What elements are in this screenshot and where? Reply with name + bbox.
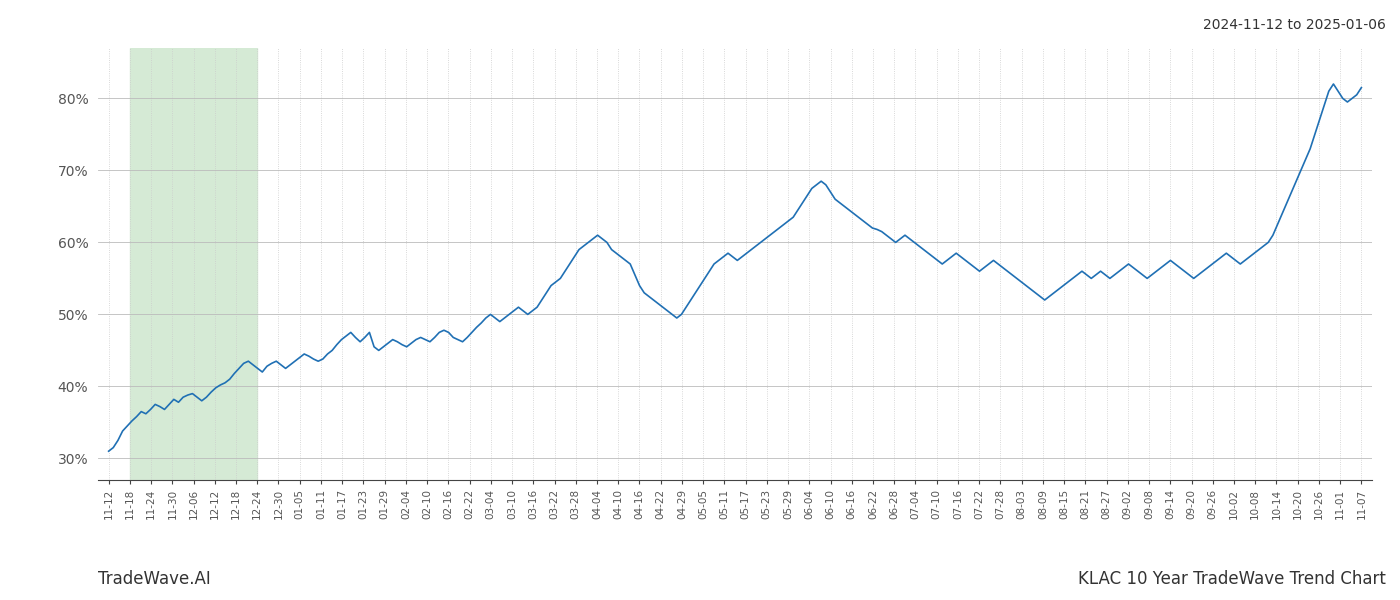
Text: KLAC 10 Year TradeWave Trend Chart: KLAC 10 Year TradeWave Trend Chart xyxy=(1078,570,1386,588)
Bar xyxy=(130,48,258,480)
Text: TradeWave.AI: TradeWave.AI xyxy=(98,570,211,588)
Text: 2024-11-12 to 2025-01-06: 2024-11-12 to 2025-01-06 xyxy=(1203,18,1386,32)
